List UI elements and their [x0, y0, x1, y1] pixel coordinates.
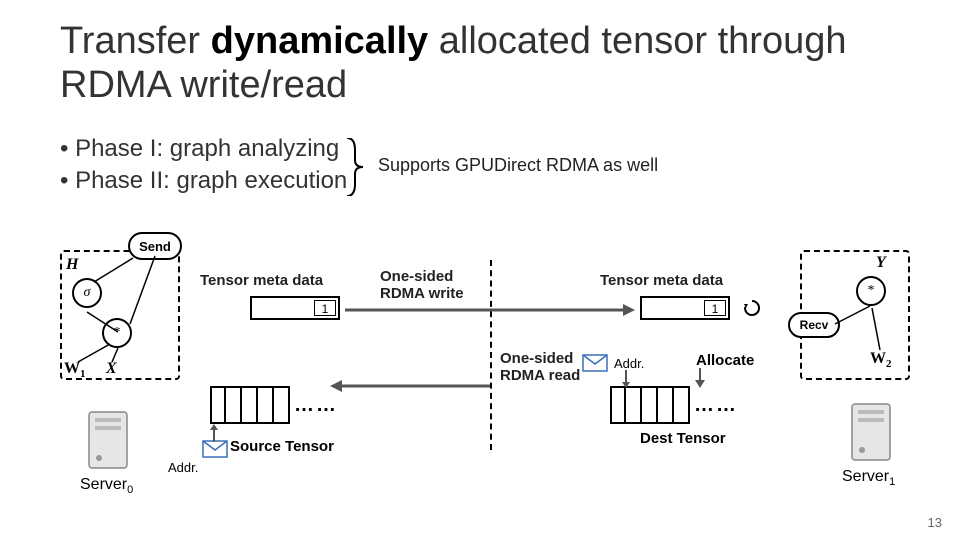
meta-label-right: Tensor meta data	[600, 272, 723, 289]
meta-val-left: 1	[314, 300, 336, 316]
envelope-icon	[202, 440, 228, 458]
var-H: H	[66, 256, 78, 274]
slide-title: Transfer dynamically allocated tensor th…	[60, 20, 960, 107]
server1-label: Server1	[842, 468, 895, 488]
send-node: Send	[128, 232, 182, 260]
var-W2: W2	[870, 350, 892, 370]
page-number: 13	[928, 515, 942, 530]
allocate-label: Allocate	[696, 352, 754, 369]
meta-box-right: 1	[640, 296, 730, 320]
meta-label-left: Tensor meta data	[200, 272, 323, 289]
supports-text: Supports GPUDirect RDMA as well	[378, 155, 658, 176]
dest-tensor-label: Dest Tensor	[640, 430, 726, 447]
addr-down-arrow-left	[208, 424, 220, 442]
server0-label: Server0	[80, 476, 133, 496]
curly-bracket	[345, 138, 365, 196]
var-Y: Y	[876, 254, 886, 272]
refresh-icon	[742, 298, 762, 318]
rdma-write-label: One-sided RDMA write	[380, 268, 464, 302]
title-pre: Transfer	[60, 20, 211, 62]
recv-node: Recv	[788, 312, 840, 338]
addr-right: Addr.	[614, 356, 644, 371]
rdma-read-arrow	[330, 378, 490, 394]
bullet-2: Phase II: graph execution	[60, 167, 347, 195]
star-node-right: *	[856, 276, 886, 306]
server-icon	[85, 408, 131, 472]
bullet-list: Phase I: graph analyzing Phase II: graph…	[60, 135, 347, 199]
addr-left: Addr.	[168, 460, 198, 475]
source-tensor-array: ……	[210, 386, 342, 424]
var-X: X	[106, 360, 117, 378]
server-icon	[848, 400, 894, 464]
rdma-read-label: One-sided RDMA read	[500, 350, 580, 384]
addr-down-arrow-right	[620, 370, 632, 388]
source-tensor-label: Source Tensor	[230, 438, 334, 455]
title-bold: dynamically	[211, 20, 429, 62]
sigma-node: σ	[72, 278, 102, 308]
allocate-arrow	[692, 368, 708, 388]
meta-val-right: 1	[704, 300, 726, 316]
star-node-left: *	[102, 318, 132, 348]
dest-tensor-array: ……	[610, 386, 742, 424]
envelope-icon	[582, 354, 608, 372]
var-W1: W1	[64, 360, 86, 380]
bullet-1: Phase I: graph analyzing	[60, 135, 347, 163]
center-divider	[490, 260, 492, 450]
meta-box-left: 1	[250, 296, 340, 320]
rdma-write-arrow	[345, 302, 635, 318]
